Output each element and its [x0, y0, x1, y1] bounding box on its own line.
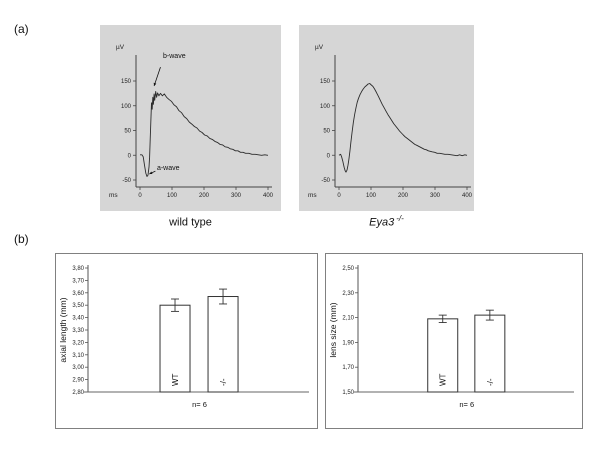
y-tick-label: 3,60 [72, 291, 84, 297]
axial-length-svg: axial length (mm) 3,80 3,70 3,60 3,50 3,40 3,3… [58, 265, 309, 409]
panel-b-label: (b) [14, 232, 29, 246]
y-tick-label: 2,50 [342, 266, 354, 272]
x-unit-label: ms [109, 192, 118, 199]
panel-a-label: (a) [14, 22, 29, 36]
annotation-arrowhead [153, 82, 157, 86]
erg-trace [338, 83, 468, 173]
y-tick-label: 100 [121, 104, 132, 110]
y-unit-label: µV [116, 44, 125, 51]
y-tick-label: 0 [327, 153, 331, 159]
y-tick-label: 1,90 [342, 340, 354, 346]
annotation-arrow [153, 67, 161, 87]
erg-wild-type-svg: µV ms 150 100 50 0 -50 0 100 200 300 400 b-wave a-wav… [109, 44, 274, 199]
x-tick-label: 0 [138, 193, 142, 199]
bar-label: -/- [486, 378, 495, 386]
lens-size-chart: lens size (mm) 2,50 2,30 2,10 1,90 1,70 1,50 WT… [325, 253, 583, 429]
y-tick-label: 3,80 [72, 266, 84, 272]
bar-label: -/- [219, 378, 228, 386]
x-tick-label: 100 [366, 193, 377, 199]
y-tick-label: 100 [320, 104, 331, 110]
erg-trace [140, 90, 269, 177]
caption-text: Eya3 [369, 216, 395, 229]
annotation-arrowhead [149, 171, 153, 175]
y-tick-label: 2,90 [72, 378, 84, 384]
y-tick-label: -50 [321, 178, 330, 184]
erg-eya3-svg: µV ms 150 100 50 0 -50 0 100 200 300 400 [308, 44, 473, 199]
y-tick-label: 3,70 [72, 278, 84, 284]
y-tick-label: 3,20 [72, 340, 84, 346]
x-tick-label: 100 [167, 193, 178, 199]
annotation-label: a-wave [157, 165, 180, 172]
y-tick-label: 3,00 [72, 365, 84, 371]
x-tick-label: 400 [462, 193, 473, 199]
x-tick-label: 400 [263, 193, 274, 199]
y-tick-label: 2,10 [342, 316, 354, 322]
sample-size-note: n= 6 [192, 400, 207, 409]
y-axis-title: lens size (mm) [328, 302, 338, 357]
erg-caption-eya3: Eya3 -/- [299, 214, 474, 229]
y-tick-label: 2,30 [342, 291, 354, 297]
y-tick-label: -50 [122, 178, 131, 184]
y-tick-label: 1,50 [342, 390, 354, 396]
annotation-label: b-wave [163, 53, 186, 60]
bar-label: WT [171, 373, 180, 386]
x-tick-label: 300 [430, 193, 441, 199]
y-tick-label: 150 [121, 79, 132, 85]
bar-label: WT [439, 373, 448, 386]
x-tick-label: 200 [199, 193, 210, 199]
y-tick-label: 1,70 [342, 365, 354, 371]
bar [427, 318, 459, 393]
y-tick-label: 3,30 [72, 328, 84, 334]
axial-length-chart: axial length (mm) 3,80 3,70 3,60 3,50 3,40 3,3… [55, 253, 318, 429]
bar [207, 296, 239, 393]
y-unit-label: µV [315, 44, 324, 51]
y-tick-label: 50 [323, 129, 330, 135]
y-tick-label: 0 [128, 153, 132, 159]
y-axis-title: axial length (mm) [58, 297, 68, 362]
bar [159, 304, 191, 393]
caption-text: wild type [169, 216, 212, 229]
erg-plot-eya3: µV ms 150 100 50 0 -50 0 100 200 300 400 [299, 25, 474, 211]
y-tick-label: 2,80 [72, 390, 84, 396]
y-tick-label: 150 [320, 79, 331, 85]
y-tick-label: 50 [124, 129, 131, 135]
x-tick-label: 200 [398, 193, 409, 199]
caption-superscript: -/- [396, 214, 404, 223]
y-tick-label: 3,50 [72, 303, 84, 309]
sample-size-note: n= 6 [459, 400, 474, 409]
y-tick-label: 3,10 [72, 353, 84, 359]
erg-plot-wild-type: µV ms 150 100 50 0 -50 0 100 200 300 400 b-wave a-wav… [100, 25, 281, 211]
lens-size-svg: lens size (mm) 2,50 2,30 2,10 1,90 1,70 1,50 WT… [328, 265, 574, 409]
x-unit-label: ms [308, 192, 317, 199]
y-tick-label: 3,40 [72, 316, 84, 322]
erg-caption-wild-type: wild type [100, 214, 281, 229]
bar [474, 314, 506, 393]
x-tick-label: 300 [231, 193, 242, 199]
x-tick-label: 0 [337, 193, 341, 199]
